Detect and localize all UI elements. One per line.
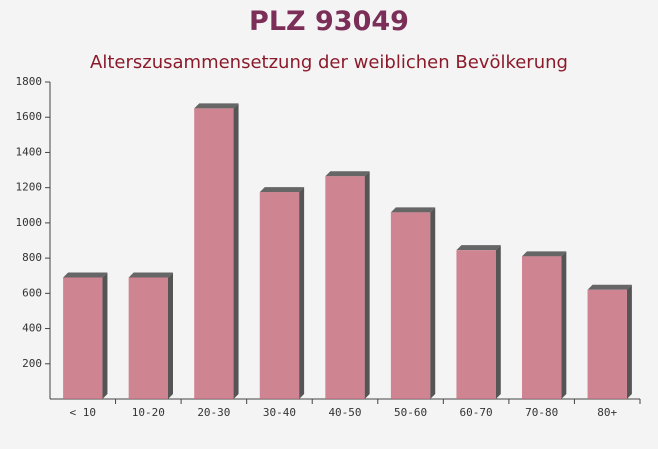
y-tick-label: 1200: [16, 181, 43, 194]
bar: [194, 108, 234, 400]
bar: [128, 277, 168, 399]
x-tick-label: 30-40: [263, 406, 296, 419]
x-tick-label: < 10: [70, 406, 97, 419]
x-tick-label: 80+: [597, 406, 617, 419]
x-tick-label: 10-20: [132, 406, 165, 419]
bar: [325, 176, 365, 399]
bar-top: [390, 207, 436, 213]
bar-shadow: [364, 171, 370, 399]
bar-shadow: [233, 103, 239, 400]
x-tick-label: 70-80: [525, 406, 558, 419]
bar-top: [128, 272, 173, 278]
bar-top: [194, 103, 239, 109]
x-tick-label: 20-30: [197, 406, 230, 419]
y-tick-label: 800: [22, 251, 42, 264]
x-tick-label: 60-70: [460, 406, 493, 419]
bar: [390, 212, 431, 399]
x-tick-label: 40-50: [328, 406, 361, 419]
bar: [259, 192, 300, 399]
bar-shadow: [495, 245, 501, 399]
bar-top: [259, 187, 305, 193]
bar-top: [63, 272, 108, 278]
bar: [63, 277, 103, 399]
bar-top: [587, 284, 632, 290]
x-tick-label: 50-60: [394, 406, 427, 419]
chart-title: PLZ 93049: [249, 6, 409, 37]
bar: [587, 289, 627, 399]
bar-top: [456, 245, 501, 251]
y-tick-label: 200: [22, 357, 42, 370]
chart-subtitle: Alterszusammensetzung der weiblichen Bev…: [90, 52, 568, 73]
y-tick-label: 400: [22, 322, 42, 335]
bar-shadow: [102, 272, 108, 399]
y-tick-label: 1400: [16, 145, 43, 158]
y-tick-label: 1800: [16, 75, 43, 88]
bar: [456, 250, 496, 399]
y-tick-label: 1000: [16, 216, 43, 229]
y-tick-label: 600: [22, 286, 42, 299]
y-tick-label: 1600: [16, 110, 43, 123]
bar-shadow: [626, 284, 632, 399]
bar-top: [522, 251, 567, 257]
bar-top: [325, 171, 370, 177]
bar: [522, 256, 562, 399]
bar-shadow: [561, 251, 567, 399]
bar-shadow: [168, 272, 173, 399]
bar-shadow: [430, 207, 436, 399]
bar-shadow: [299, 187, 305, 399]
